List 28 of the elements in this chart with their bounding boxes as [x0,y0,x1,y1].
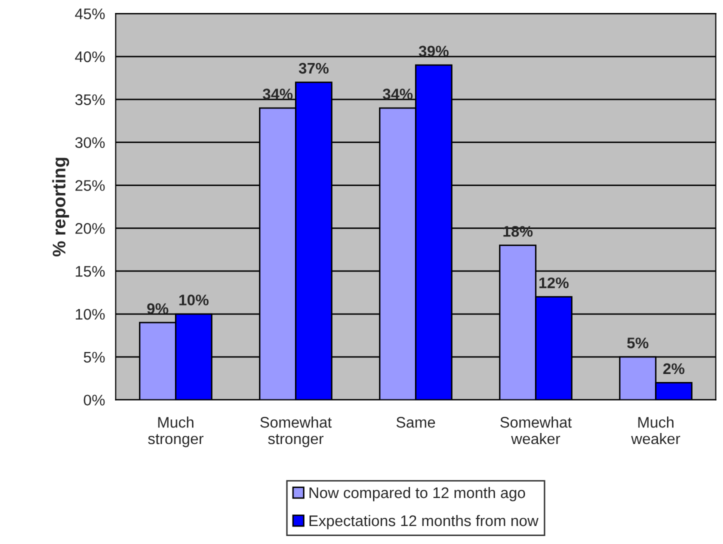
data-label: 39% [418,46,449,57]
data-label: 2% [663,363,684,374]
y-tick-label: 25% [75,180,105,191]
x-tick-label: Somewhat weaker [500,416,572,444]
x-tick-label: Somewhat stronger [260,416,332,448]
y-tick-label: 20% [75,223,105,234]
y-tick-label: 10% [76,308,105,320]
x-tick-label: Same [396,416,435,428]
data-label: 5% [627,338,648,348]
y-tick-label: 30% [75,137,105,148]
data-label: 12% [539,277,569,288]
legend-label: Expectations 12 months from now [310,514,538,530]
data-label: 10% [179,294,209,306]
y-tick-label: 0% [84,394,105,406]
data-label: 37% [298,62,329,74]
x-tick-label: Much weaker [631,416,680,444]
y-axis-title: % reporting [52,158,70,256]
y-tick-label: 45% [75,8,105,20]
data-label: 9% [147,303,168,314]
legend-label: Now compared to 12 month ago [310,486,526,502]
data-label: 34% [382,88,413,100]
data-label: 18% [503,226,533,237]
data-label: 34% [262,88,293,100]
y-tick-label: 40% [75,51,105,62]
y-tick-label: 15% [76,266,105,277]
y-tick-label: 35% [75,94,105,106]
y-tick-label: 5% [84,352,105,363]
x-tick-label: Much stronger [148,416,204,448]
